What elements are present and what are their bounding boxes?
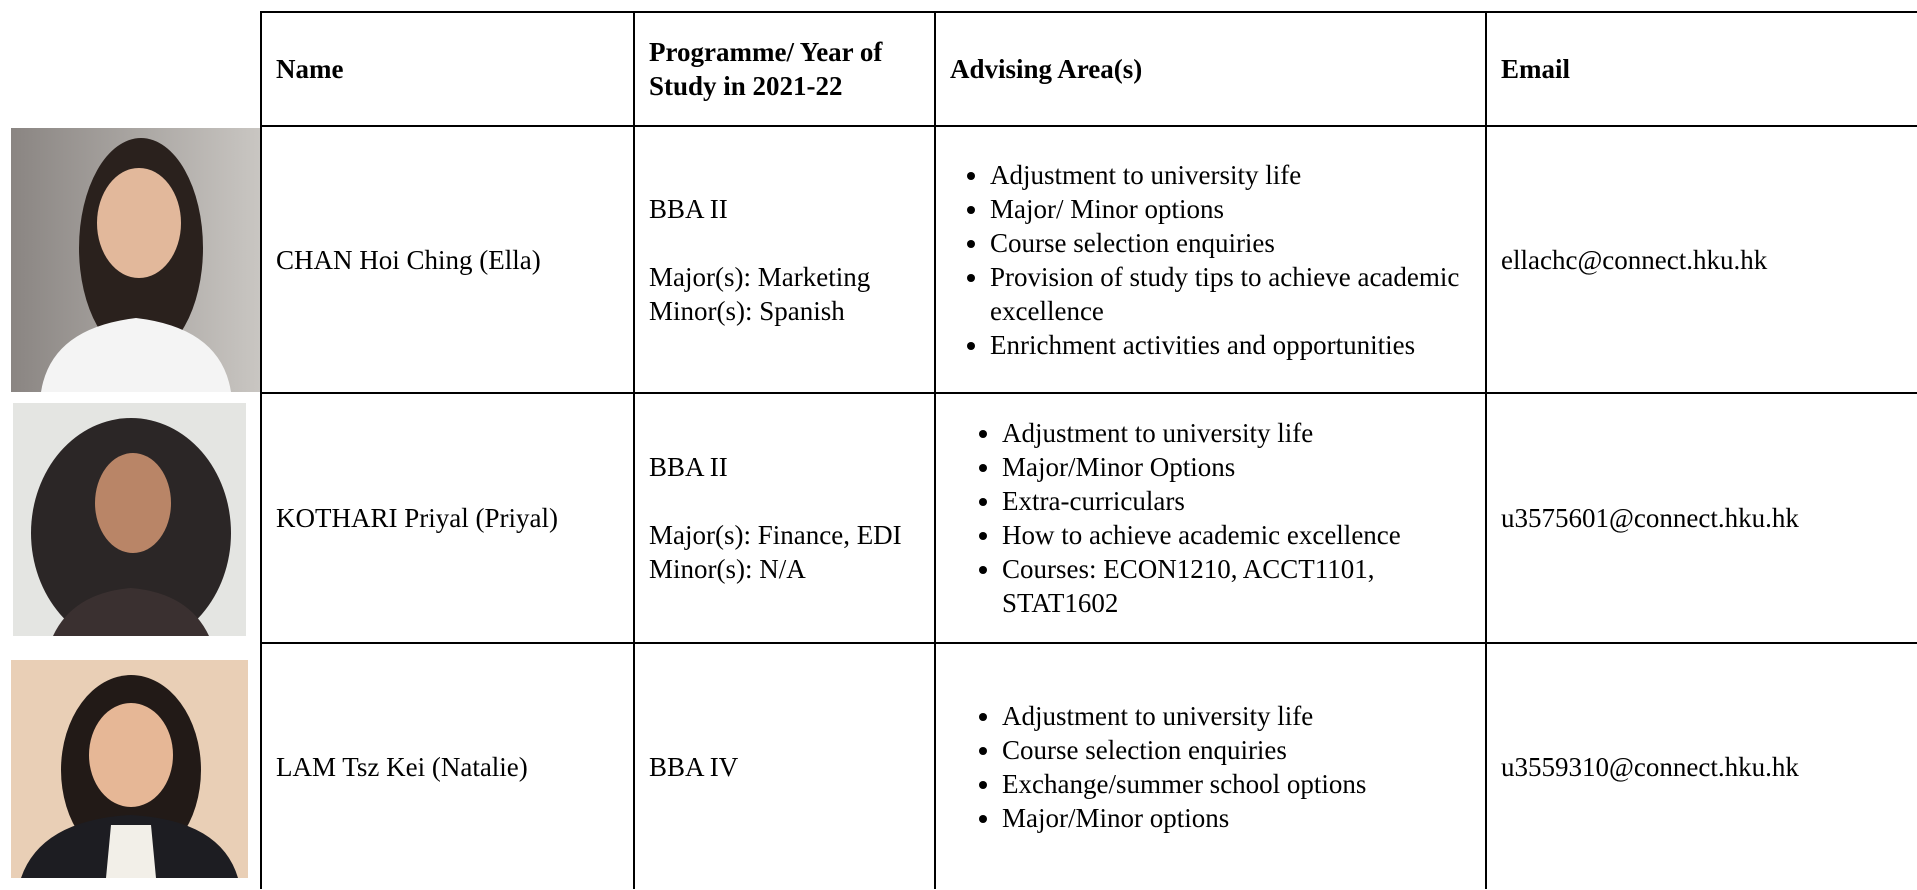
- header-cell: Email: [1485, 11, 1917, 127]
- advising-item: Major/Minor Options: [1002, 450, 1471, 484]
- programme-line: BBA II: [649, 452, 728, 482]
- advising-list: Adjustment to university lifeMajor/Minor…: [950, 416, 1471, 620]
- advising-item: Major/ Minor options: [990, 192, 1471, 226]
- table-body: CHAN Hoi Ching (Ella) BBA II Major(s): Mar…: [260, 125, 1917, 889]
- spacer: [649, 226, 920, 260]
- programme-line: BBA IV: [649, 751, 739, 782]
- table-row: CHAN Hoi Ching (Ella) BBA II Major(s): Mar…: [260, 125, 1917, 394]
- advising-item: Enrichment activities and opportunities: [990, 328, 1471, 362]
- email-cell: u3575601@connect.hku.hk: [1485, 392, 1917, 644]
- advising-item: Course selection enquiries: [990, 226, 1471, 260]
- programme-line: Major(s): Marketing: [649, 261, 871, 292]
- programme-cell: BBA II Major(s): Marketing Minor(s): Spani…: [633, 125, 936, 394]
- programme-line: Minor(s): Spanish: [649, 295, 845, 326]
- advising-cell: Adjustment to university lifeCourse sele…: [934, 642, 1487, 889]
- name-cell: KOTHARI Priyal (Priyal): [260, 392, 635, 644]
- email-cell: u3559310@connect.hku.hk: [1485, 642, 1917, 889]
- programme-cell: BBA II Major(s): Finance, EDI Minor(s): N/…: [633, 392, 936, 644]
- advising-item: Provision of study tips to achieve acade…: [990, 260, 1471, 328]
- advising-list: Adjustment to university lifeMajor/ Mino…: [950, 158, 1471, 362]
- advising-cell: Adjustment to university lifeMajor/ Mino…: [934, 125, 1487, 394]
- programme-line: Minor(s): N/A: [649, 554, 806, 584]
- email-cell: ellachc@connect.hku.hk: [1485, 125, 1917, 394]
- name-cell: CHAN Hoi Ching (Ella): [260, 125, 635, 394]
- advising-item: Adjustment to university life: [1002, 416, 1471, 450]
- header-row: Name Programme/ Year of Study in 2021-22 A…: [260, 11, 1917, 127]
- advisor-table: Name Programme/ Year of Study in 2021-22 A…: [260, 11, 1917, 889]
- photo: [11, 660, 248, 878]
- name-cell: LAM Tsz Kei (Natalie): [260, 642, 635, 889]
- table-row: KOTHARI Priyal (Priyal) BBA II Major(s): F…: [260, 392, 1917, 644]
- advising-cell: Adjustment to university lifeMajor/Minor…: [934, 392, 1487, 644]
- header-cell: Programme/ Year of Study in 2021-22: [633, 11, 936, 127]
- advising-item: Adjustment to university life: [990, 158, 1471, 192]
- advising-item: Course selection enquiries: [1002, 733, 1471, 767]
- advising-item: Exchange/summer school options: [1002, 767, 1471, 801]
- advising-item: Adjustment to university life: [1002, 699, 1471, 733]
- advising-item: How to achieve academic excellence: [1002, 518, 1471, 552]
- advising-item: Extra-curriculars: [1002, 484, 1471, 518]
- advising-item: Courses: ECON1210, ACCT1101, STAT1602: [1002, 552, 1471, 620]
- programme-line: BBA II: [649, 193, 728, 224]
- programme-line: Major(s): Finance, EDI: [649, 520, 902, 550]
- programme-cell: BBA IV: [633, 642, 936, 889]
- header-cell: Name: [260, 11, 635, 127]
- photo: [11, 128, 260, 392]
- advising-list: Adjustment to university lifeCourse sele…: [950, 699, 1471, 835]
- table-row: LAM Tsz Kei (Natalie) BBA IV Adjustment to…: [260, 642, 1917, 889]
- spacer: [649, 484, 920, 518]
- photo: [13, 403, 246, 636]
- advising-item: Major/Minor options: [1002, 801, 1471, 835]
- header-cell: Advising Area(s): [934, 11, 1487, 127]
